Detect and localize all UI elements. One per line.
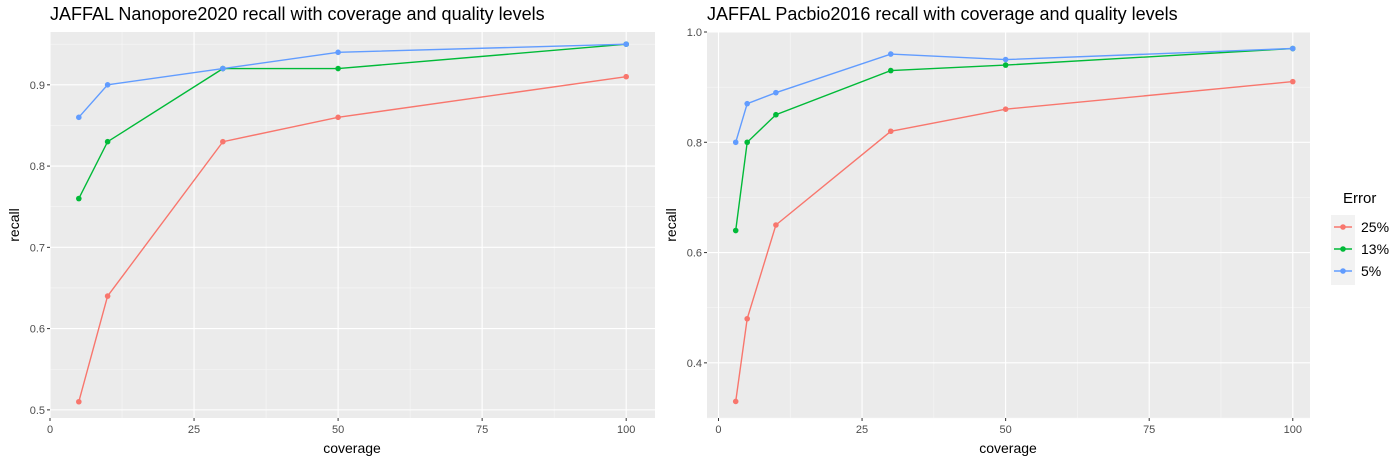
data-point <box>104 82 111 88</box>
x-tick-label: 100 <box>1284 424 1302 436</box>
plot-panel <box>707 32 1310 418</box>
x-tick-label: 25 <box>188 424 200 436</box>
x-tick-label: 0 <box>715 424 721 436</box>
data-point <box>732 398 739 405</box>
gridlines <box>49 32 655 418</box>
data-point <box>335 114 341 121</box>
x-axis-label: coverage <box>323 440 381 456</box>
x-tick-label: 75 <box>476 424 488 436</box>
chart-title: JAFFAL Pacbio2016 recall with coverage a… <box>707 4 1178 24</box>
tick-layer: 0 25 50 75 100 0.4 0.6 0.8 1.0 <box>687 27 1302 436</box>
data-point <box>732 139 739 146</box>
legend-key-point <box>1340 246 1346 252</box>
y-tick-label: 0.4 <box>687 358 702 370</box>
tick-layer: 0 25 50 75 100 0.5 0.6 0.7 0.8 0.9 <box>30 80 636 436</box>
x-axis-label: coverage <box>979 440 1037 456</box>
data-point <box>887 128 894 135</box>
data-point <box>744 315 750 322</box>
series-line-13pct <box>735 47 1293 231</box>
data-point <box>773 222 779 228</box>
data-point <box>335 65 341 72</box>
legend-entries: 25% 13% 5% <box>1334 219 1389 279</box>
gridlines <box>707 31 1310 419</box>
data-point <box>1289 78 1296 85</box>
data-point <box>887 51 894 57</box>
data-point <box>1002 56 1009 63</box>
series-layer <box>76 41 629 405</box>
y-tick-label: 0.6 <box>687 248 702 260</box>
data-point <box>773 89 779 96</box>
legend-key-point <box>1340 268 1346 274</box>
data-point <box>104 138 111 145</box>
y-tick-label: 0.7 <box>30 242 45 254</box>
data-point <box>76 195 82 202</box>
chart-nanopore2020: JAFFAL Nanopore2020 recall with coverage… <box>6 4 655 456</box>
data-point <box>1002 106 1009 112</box>
x-tick-label: 75 <box>1143 424 1155 436</box>
legend-title: Error <box>1343 190 1376 207</box>
legend-label: 25% <box>1361 219 1389 235</box>
data-point <box>1289 45 1296 52</box>
y-tick-label: 0.5 <box>30 405 45 417</box>
legend: Error 25% 13% 5% <box>1331 190 1389 285</box>
plot-panel <box>50 32 655 418</box>
chart-pacbio2016: JAFFAL Pacbio2016 recall with coverage a… <box>663 4 1310 456</box>
data-point <box>1002 62 1009 68</box>
data-point <box>104 293 111 299</box>
y-axis-label: recall <box>663 208 679 241</box>
data-point <box>220 65 226 72</box>
y-tick-label: 0.8 <box>30 161 45 173</box>
chart-title: JAFFAL Nanopore2020 recall with coverage… <box>50 4 545 24</box>
y-tick-label: 1.0 <box>687 27 702 39</box>
x-tick-label: 0 <box>47 424 53 436</box>
x-tick-label: 25 <box>856 424 868 436</box>
data-point <box>744 100 750 107</box>
series-line-5pct <box>735 47 1293 143</box>
series-layer <box>732 45 1296 405</box>
series-line-25pct <box>735 80 1293 402</box>
data-point <box>773 111 779 118</box>
data-point <box>76 398 82 405</box>
x-tick-label: 50 <box>1000 424 1012 436</box>
x-tick-label: 50 <box>332 424 344 436</box>
y-tick-label: 0.9 <box>30 80 45 92</box>
data-point <box>744 139 750 146</box>
data-point <box>220 138 226 145</box>
y-tick-label: 0.8 <box>687 137 702 149</box>
data-point <box>623 73 629 80</box>
data-point <box>623 41 629 47</box>
legend-key-point <box>1340 224 1346 230</box>
y-axis-label: recall <box>6 208 22 241</box>
data-point <box>732 227 739 234</box>
y-tick-label: 0.6 <box>30 324 45 336</box>
legend-label: 5% <box>1361 263 1381 279</box>
data-point <box>335 49 341 56</box>
data-point <box>76 114 82 121</box>
legend-label: 13% <box>1361 241 1389 257</box>
data-point <box>887 67 894 74</box>
x-tick-label: 100 <box>617 424 635 436</box>
